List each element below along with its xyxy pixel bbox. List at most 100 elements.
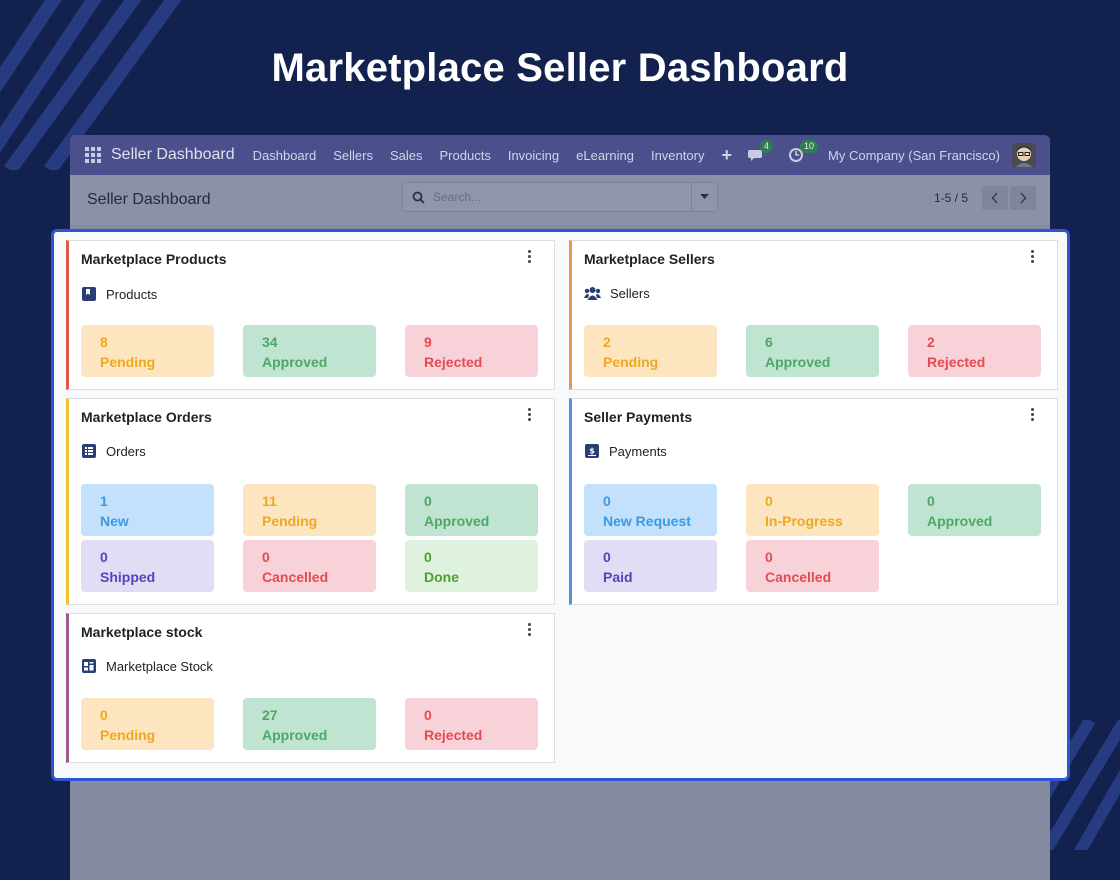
tile-approved[interactable]: 6 Approved: [746, 325, 879, 377]
menu-inventory[interactable]: Inventory: [650, 147, 705, 163]
card-menu-kebab-icon[interactable]: [1031, 408, 1035, 423]
tile-approved[interactable]: 0 Approved: [908, 484, 1041, 536]
tile-value: 0: [765, 549, 773, 565]
tile-value: 11: [262, 493, 277, 509]
card-menu-kebab-icon[interactable]: [1031, 250, 1035, 265]
tile-label: In-Progress: [765, 513, 843, 529]
pager-previous-button[interactable]: [982, 186, 1008, 210]
card-subtitle[interactable]: Marketplace Stock: [81, 658, 213, 674]
menu-sellers[interactable]: Sellers: [333, 147, 373, 163]
tile-value: 6: [765, 334, 773, 350]
page-title: Marketplace Seller Dashboard: [271, 46, 849, 90]
menu-dashboard[interactable]: Dashboard: [252, 147, 317, 163]
search-bar: [402, 182, 718, 212]
search-input[interactable]: [433, 183, 691, 211]
breadcrumb-title: Seller Dashboard: [87, 191, 211, 208]
tile-label: Rejected: [424, 727, 483, 743]
card-subtitle-label: Orders: [106, 443, 146, 459]
tile-new-request[interactable]: 0 New Request: [584, 484, 717, 536]
card-title: Marketplace Products: [81, 251, 227, 267]
tile-value: 2: [603, 334, 611, 350]
messages-count-badge: 4: [760, 140, 774, 153]
tile-value: 0: [100, 707, 108, 723]
card-marketplace-orders[interactable]: Marketplace Orders Orders 1 New 11 Pendi…: [66, 398, 555, 605]
chat-icon: [748, 150, 763, 161]
tile-pending[interactable]: 2 Pending: [584, 325, 717, 377]
card-subtitle-label: Products: [106, 286, 158, 302]
tile-approved[interactable]: 0 Approved: [405, 484, 538, 536]
menu-products[interactable]: Products: [439, 147, 491, 163]
tile-value: 0: [603, 549, 611, 565]
tile-paid[interactable]: 0 Paid: [584, 540, 717, 592]
tile-new[interactable]: 1 New: [81, 484, 214, 536]
tile-approved[interactable]: 27 Approved: [243, 698, 376, 750]
app-brand[interactable]: Seller Dashboard: [111, 146, 235, 163]
control-panel: Seller Dashboard 1-5 / 5: [70, 175, 1050, 225]
tile-rejected[interactable]: 0 Rejected: [405, 698, 538, 750]
tile-label: Pending: [100, 354, 156, 370]
svg-text:$: $: [589, 447, 595, 456]
tile-value: 0: [603, 493, 611, 509]
product-book-icon: [82, 287, 96, 301]
messages-button[interactable]: 4: [748, 140, 774, 164]
clock-icon: [789, 148, 804, 162]
tile-rejected[interactable]: 2 Rejected: [908, 325, 1041, 377]
chevron-left-icon: [991, 192, 998, 204]
card-seller-payments[interactable]: Seller Payments $ Payments 0 New Request…: [569, 398, 1058, 605]
card-subtitle[interactable]: Products: [81, 286, 157, 302]
card-subtitle-label: Marketplace Stock: [106, 658, 213, 674]
tile-pending[interactable]: 11 Pending: [243, 484, 376, 536]
menu-more-plus-icon[interactable]: +: [721, 144, 732, 165]
tile-done[interactable]: 0 Done: [405, 540, 538, 592]
user-avatar[interactable]: [1012, 143, 1036, 167]
card-menu-kebab-icon[interactable]: [528, 408, 532, 423]
card-title: Marketplace Orders: [81, 409, 212, 425]
tile-pending[interactable]: 8 Pending: [81, 325, 214, 377]
menu-invoicing[interactable]: Invoicing: [507, 147, 560, 163]
company-switcher[interactable]: My Company (San Francisco): [828, 147, 1000, 163]
pager-value[interactable]: 1-5 / 5: [933, 191, 968, 205]
tile-value: 0: [424, 493, 432, 509]
tile-value: 0: [424, 707, 432, 723]
tile-label: Approved: [262, 354, 328, 370]
activities-button[interactable]: 10: [788, 140, 819, 164]
tile-value: 8: [100, 334, 108, 350]
tile-label: Cancelled: [765, 569, 832, 585]
card-marketplace-stock[interactable]: Marketplace stock Marketplace Stock 0 Pe…: [66, 613, 555, 763]
pager-next-button[interactable]: [1010, 186, 1036, 210]
tile-in-progress[interactable]: 0 In-Progress: [746, 484, 879, 536]
card-menu-kebab-icon[interactable]: [528, 250, 532, 265]
top-navbar: Seller Dashboard Dashboard Sellers Sales…: [70, 135, 1050, 175]
card-subtitle[interactable]: Orders: [81, 443, 146, 459]
card-subtitle[interactable]: $ Payments: [584, 443, 667, 459]
tile-label: Approved: [765, 354, 831, 370]
card-marketplace-products[interactable]: Marketplace Products Products 8 Pending …: [66, 240, 555, 390]
card-subtitle[interactable]: Sellers: [584, 286, 650, 301]
tile-value: 1: [100, 493, 108, 509]
payment-dollar-icon: $: [585, 444, 599, 458]
card-title: Seller Payments: [584, 409, 693, 425]
tile-label: Cancelled: [262, 569, 329, 585]
tile-shipped[interactable]: 0 Shipped: [81, 540, 214, 592]
tile-label: Approved: [927, 513, 993, 529]
apps-grid-icon[interactable]: [85, 147, 101, 163]
tile-cancelled[interactable]: 0 Cancelled: [746, 540, 879, 592]
menu-elearning[interactable]: eLearning: [576, 147, 634, 163]
tile-pending[interactable]: 0 Pending: [81, 698, 214, 750]
tile-label: Pending: [100, 727, 156, 743]
tile-cancelled[interactable]: 0 Cancelled: [243, 540, 376, 592]
tile-rejected[interactable]: 9 Rejected: [405, 325, 538, 377]
stock-boxes-icon: [82, 659, 96, 673]
card-menu-kebab-icon[interactable]: [528, 623, 532, 638]
card-marketplace-sellers[interactable]: Marketplace Sellers Sellers 2 Pending 6 …: [569, 240, 1058, 390]
tile-value: 0: [262, 549, 270, 565]
pager: 1-5 / 5: [934, 186, 1036, 210]
tile-value: 0: [765, 493, 773, 509]
tile-value: 0: [424, 549, 432, 565]
search-options-toggle[interactable]: [691, 183, 717, 211]
tile-label: Pending: [262, 513, 318, 529]
caret-down-icon: [700, 194, 709, 199]
menu-sales[interactable]: Sales: [389, 147, 423, 163]
tile-label: New: [100, 513, 129, 529]
tile-approved[interactable]: 34 Approved: [243, 325, 376, 377]
